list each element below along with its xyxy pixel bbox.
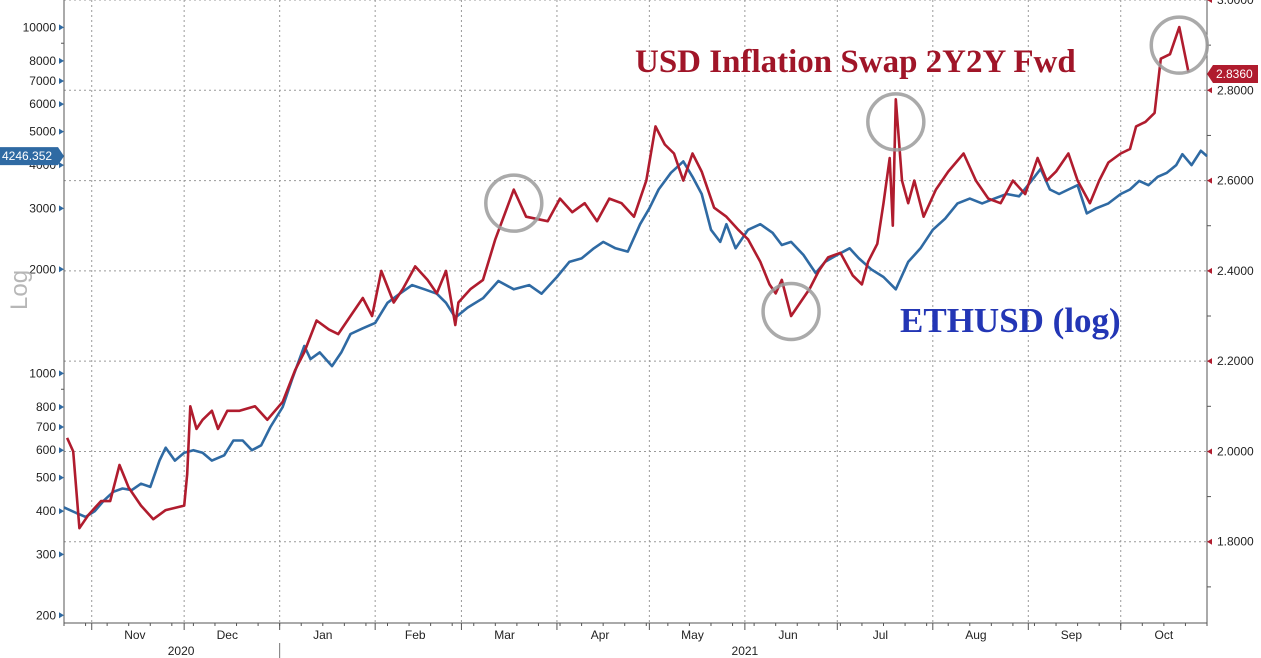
annotation-inflation-swap: USD Inflation Swap 2Y2Y Fwd [635, 44, 1076, 80]
highlight-circle [1149, 15, 1210, 75]
highlight-circle [761, 281, 821, 342]
left-tick-label: 600 [36, 443, 56, 457]
left-tick-label: 1000 [29, 366, 56, 380]
left-tick-label: 800 [36, 400, 56, 414]
left-tick-marker [59, 162, 64, 169]
right-tick-marker [1207, 87, 1212, 94]
right-tick-label: 1.8000 [1217, 535, 1254, 549]
month-label: Jun [778, 628, 797, 642]
right-tick-label: 2.6000 [1217, 174, 1254, 188]
month-label: Nov [124, 628, 145, 642]
annotation-ethusd: ETHUSD (log) [900, 301, 1121, 340]
left-tick-label: 10000 [23, 20, 57, 34]
month-label: Dec [217, 628, 238, 642]
left-tick-label: 500 [36, 471, 56, 485]
left-tick-marker [59, 24, 64, 31]
month-label: Aug [965, 628, 986, 642]
left-last-value-text: 4246.352 [2, 149, 52, 163]
left-tick-label: 7000 [29, 74, 56, 88]
left-tick-label: 300 [36, 547, 56, 561]
series-layer [63, 25, 1208, 530]
right-last-value-text: 2.8360 [1216, 67, 1253, 81]
grid [64, 0, 1207, 623]
right-tick-marker [1207, 177, 1212, 184]
left-tick-marker [59, 424, 64, 431]
series-inflation-swap-line [65, 25, 1190, 530]
month-label: May [681, 628, 704, 642]
right-tick-label: 2.0000 [1217, 444, 1254, 458]
left-tick-marker [59, 403, 64, 410]
right-tick-label: 2.8000 [1217, 83, 1254, 97]
year-label: 2021 [732, 644, 759, 658]
highlight-circle [866, 92, 926, 152]
last-value-flags: 4246.352 2.8360 [0, 65, 1258, 166]
right-tick-marker [1207, 0, 1212, 3]
left-tick-marker [59, 447, 64, 454]
left-tick-marker [59, 101, 64, 108]
right-tick-label: 3.0000 [1217, 0, 1254, 7]
month-label: Jan [313, 628, 332, 642]
month-label: Mar [494, 628, 515, 642]
right-tick-marker [1207, 448, 1212, 455]
right-tick-label: 2.4000 [1217, 264, 1254, 278]
left-tick-marker [59, 205, 64, 212]
left-tick-marker [59, 370, 64, 377]
left-tick-marker [59, 77, 64, 84]
right-last-value-flag [1207, 65, 1258, 84]
month-label: Jul [873, 628, 888, 642]
left-tick-label: 5000 [29, 125, 56, 139]
right-tick-marker [1207, 358, 1212, 365]
month-label: Apr [591, 628, 610, 642]
left-tick-label: 700 [36, 420, 56, 434]
left-tick-marker [59, 508, 64, 515]
right-tick-label: 2.2000 [1217, 354, 1254, 368]
left-tick-marker [59, 57, 64, 64]
left-tick-label: 200 [36, 608, 56, 622]
left-tick-label: 6000 [29, 97, 56, 111]
highlight-circles [484, 15, 1210, 342]
month-label: Oct [1155, 628, 1174, 642]
left-last-value-flag [0, 147, 64, 166]
right-tick-marker [1207, 538, 1212, 545]
left-tick-marker [59, 266, 64, 273]
highlight-circle [484, 173, 544, 233]
left-tick-label: 2000 [29, 262, 56, 276]
left-tick-label: 8000 [29, 54, 56, 68]
left-axis-title: Log [6, 270, 33, 310]
month-label: Sep [1061, 628, 1083, 642]
month-label: Feb [405, 628, 426, 642]
right-tick-marker [1207, 267, 1212, 274]
left-tick-label: 3000 [29, 201, 56, 215]
left-tick-marker [59, 474, 64, 481]
left-tick-marker [59, 128, 64, 135]
year-label: 2020 [168, 644, 195, 658]
left-tick-marker [59, 551, 64, 558]
left-tick-marker [59, 612, 64, 619]
left-tick-label: 400 [36, 504, 56, 518]
labels: USD Inflation Swap 2Y2Y Fwd ETHUSD (log)… [6, 44, 1121, 340]
